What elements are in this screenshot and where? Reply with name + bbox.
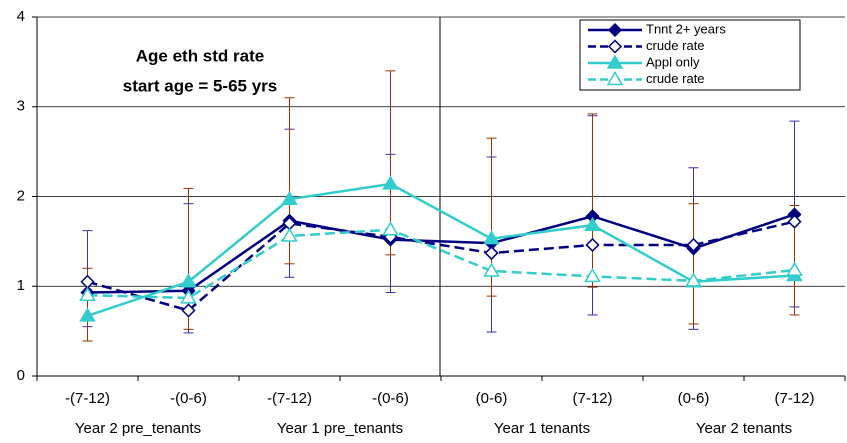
marker: [483, 262, 500, 277]
legend-marker: [607, 39, 623, 54]
marker: [180, 273, 197, 288]
marker: [686, 237, 701, 253]
x-tick-label: (0-6): [678, 390, 710, 407]
marker: [786, 261, 803, 276]
series-line: [87, 228, 795, 300]
series-line: [87, 182, 795, 318]
y-tick-label: 1: [17, 277, 25, 294]
marker: [382, 175, 399, 190]
group-label: Year 1 pre_tenants: [277, 420, 403, 437]
x-tick-label: -(7-12): [267, 390, 312, 407]
legend-marker: [607, 22, 623, 38]
marker: [483, 230, 500, 245]
annotation: start age = 5-65 yrs: [123, 76, 278, 95]
marker: [584, 216, 601, 231]
x-tick-label: -(0-6): [170, 390, 207, 407]
y-tick-label: 0: [17, 367, 25, 384]
x-tick-label: (7-12): [572, 390, 612, 407]
marker: [281, 227, 298, 242]
series-line: [87, 213, 795, 294]
marker: [281, 190, 298, 205]
series-line: [87, 220, 795, 312]
marker: [584, 267, 601, 283]
marker: [79, 286, 96, 301]
legend-marker: [606, 54, 624, 69]
legend-label: crude rate: [646, 71, 705, 86]
legend-marker: [606, 71, 624, 86]
x-tick-label: (7-12): [774, 390, 814, 407]
marker: [685, 272, 702, 287]
marker: [484, 245, 499, 261]
marker: [382, 221, 399, 236]
group-label: Year 1 tenants: [494, 420, 590, 437]
y-tick-label: 2: [17, 187, 25, 204]
x-tick-label: -(7-12): [65, 390, 110, 407]
legend-label: Tnnt 2+ years: [646, 21, 726, 36]
marker: [79, 307, 96, 322]
x-tick-label: (0-6): [476, 390, 508, 407]
y-tick-label: 4: [17, 8, 25, 25]
group-label: Year 2 tenants: [696, 420, 792, 437]
annotation: Age eth std rate: [136, 46, 264, 65]
y-tick-label: 3: [17, 98, 25, 115]
marker: [787, 214, 802, 229]
group-label: Year 2 pre_tenants: [75, 420, 201, 437]
x-tick-label: -(0-6): [372, 390, 409, 407]
marker: [181, 303, 196, 318]
marker: [180, 289, 197, 304]
legend-label: Appl only: [646, 54, 700, 69]
legend-label: crude rate: [646, 38, 705, 53]
marker: [585, 237, 600, 253]
